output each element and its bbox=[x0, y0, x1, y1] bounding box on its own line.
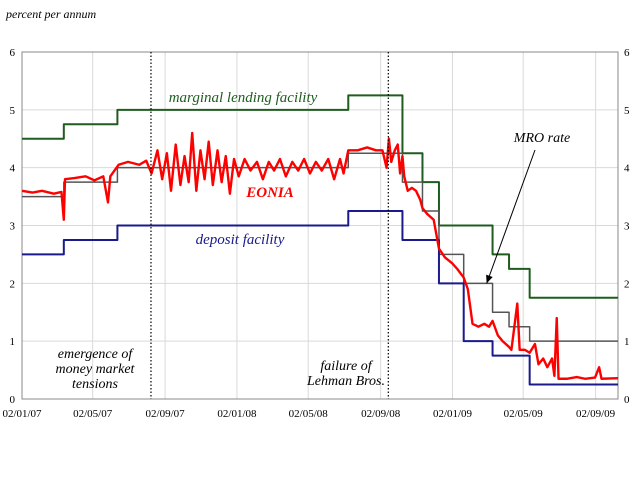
y-tick-labels-left: 0 1 2 3 4 5 6 bbox=[10, 47, 16, 406]
y-tick-label: 1 bbox=[10, 336, 16, 348]
y-tick-label: 5 bbox=[10, 105, 16, 117]
y-tick-label: 0 bbox=[10, 394, 16, 406]
x-tick-label: 02/09/09 bbox=[576, 408, 616, 420]
x-tick-label: 02/05/07 bbox=[73, 408, 113, 420]
x-tick-label: 02/05/08 bbox=[289, 408, 329, 420]
y-tick-label: 2 bbox=[624, 278, 630, 290]
plot-border bbox=[21, 51, 619, 400]
y-tick-labels-right: 0 1 2 3 4 5 6 bbox=[624, 47, 630, 406]
deposit-facility-label: deposit facility bbox=[196, 232, 285, 248]
x-tick-label: 02/09/07 bbox=[146, 408, 186, 420]
y-tick-label: 2 bbox=[10, 278, 16, 290]
event-label-line: tensions bbox=[72, 377, 118, 392]
event-label-line: failure of bbox=[320, 359, 373, 374]
annotation-arrow-line bbox=[486, 149, 536, 284]
series-line-mro-rate bbox=[22, 152, 618, 342]
x-tick-label: 02/09/08 bbox=[361, 408, 401, 420]
x-tick-label: 02/01/07 bbox=[2, 408, 42, 420]
series-line-eonia bbox=[21, 131, 619, 380]
annotation-arrow-head bbox=[486, 274, 493, 284]
event-label-line: emergence of bbox=[58, 347, 135, 362]
y-tick-label: 4 bbox=[624, 163, 630, 175]
series-layer bbox=[21, 94, 619, 386]
x-tick-label: 02/01/09 bbox=[433, 408, 473, 420]
series-line-marginal-lending-facility bbox=[22, 94, 618, 299]
event-label-line: Lehman Bros. bbox=[306, 374, 385, 389]
x-tick-labels: 02/01/07 02/05/07 02/09/07 02/01/08 02/05/08… bbox=[2, 408, 615, 420]
x-tick-label: 02/05/09 bbox=[504, 408, 544, 420]
y-tick-label: 6 bbox=[624, 47, 630, 59]
y-tick-label: 3 bbox=[624, 221, 630, 233]
y-tick-label: 6 bbox=[10, 47, 16, 59]
marginal-lending-label: marginal lending facility bbox=[169, 90, 318, 106]
series-labels: marginal lending facility EONIA deposit … bbox=[169, 90, 570, 248]
mro-rate-label: MRO rate bbox=[513, 131, 570, 146]
series-line-deposit-facility bbox=[22, 210, 618, 386]
y-tick-label: 1 bbox=[624, 336, 630, 348]
x-tick-label: 02/01/08 bbox=[217, 408, 257, 420]
eonia-label: EONIA bbox=[245, 185, 294, 201]
mro-rate-arrow bbox=[486, 149, 536, 284]
event-label-line: money market bbox=[56, 362, 136, 377]
y-tick-label: 4 bbox=[10, 163, 16, 175]
y-tick-label: 5 bbox=[624, 105, 630, 117]
plot-frame bbox=[21, 51, 619, 400]
y-tick-label: 3 bbox=[10, 221, 16, 233]
y-tick-label: 0 bbox=[624, 394, 630, 406]
y-axis-label: percent per annum bbox=[5, 7, 97, 21]
